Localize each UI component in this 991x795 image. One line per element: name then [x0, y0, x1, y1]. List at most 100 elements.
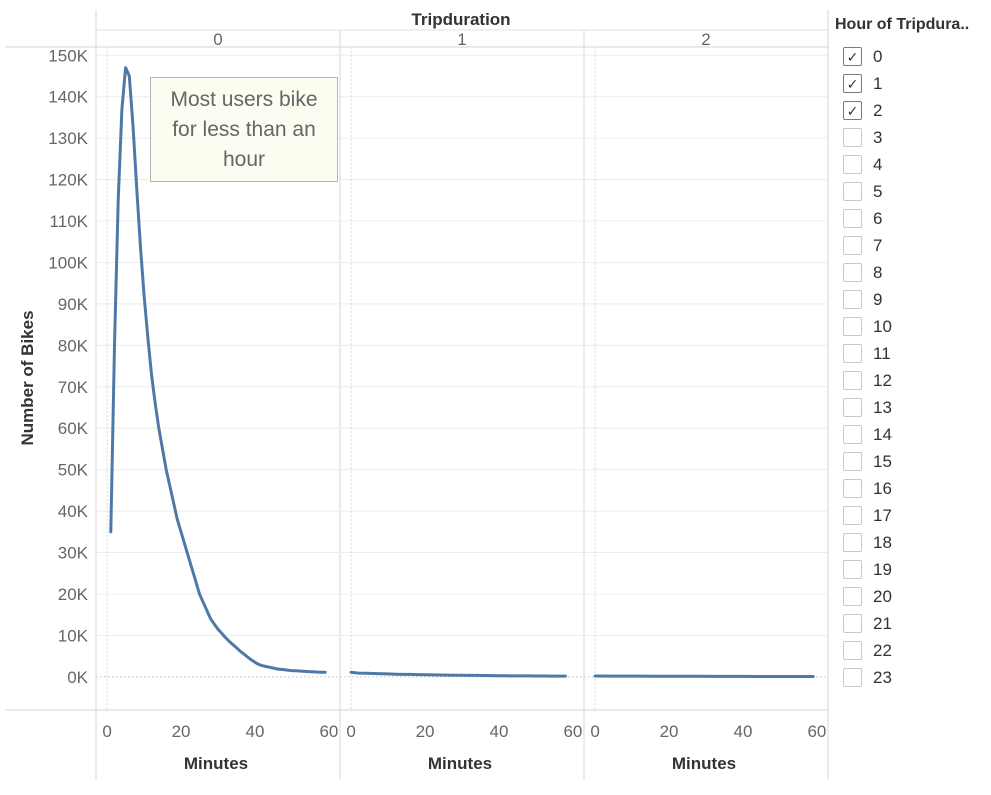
legend-item-22[interactable]: 22 — [843, 637, 892, 664]
legend-item-12[interactable]: 12 — [843, 367, 892, 394]
legend-item-label: 13 — [873, 397, 892, 417]
checkbox-unchecked-icon[interactable] — [843, 506, 862, 525]
checkbox-unchecked-icon[interactable] — [843, 641, 862, 660]
checkbox-unchecked-icon[interactable] — [843, 182, 862, 201]
checkbox-unchecked-icon[interactable] — [843, 560, 862, 579]
y-tick-label: 90K — [58, 295, 89, 314]
legend-item-14[interactable]: 14 — [843, 421, 892, 448]
legend-item-20[interactable]: 20 — [843, 583, 892, 610]
legend-item-label: 18 — [873, 532, 892, 552]
legend-item-17[interactable]: 17 — [843, 502, 892, 529]
column-header-title: Tripduration — [411, 10, 510, 29]
legend-item-label: 15 — [873, 451, 892, 471]
y-tick-label: 70K — [58, 378, 89, 397]
legend-item-label: 0 — [873, 46, 883, 66]
checkbox-unchecked-icon[interactable] — [843, 317, 862, 336]
legend-item-4[interactable]: 4 — [843, 151, 892, 178]
x-tick-label: 40 — [734, 722, 753, 741]
legend-item-label: 10 — [873, 316, 892, 336]
legend-item-2[interactable]: ✓ 2 — [843, 97, 892, 124]
x-tick-label: 40 — [246, 722, 265, 741]
legend-item-6[interactable]: 6 — [843, 205, 892, 232]
legend-item-7[interactable]: 7 — [843, 232, 892, 259]
legend-item-label: 14 — [873, 424, 892, 444]
x-tick-label: 0 — [346, 722, 355, 741]
legend-item-label: 22 — [873, 640, 892, 660]
legend-item-8[interactable]: 8 — [843, 259, 892, 286]
checkbox-unchecked-icon[interactable] — [843, 398, 862, 417]
series-line-panel-0 — [109, 66, 327, 674]
checkbox-unchecked-icon[interactable] — [843, 452, 862, 471]
legend-item-label: 23 — [873, 667, 892, 687]
checkbox-unchecked-icon[interactable] — [843, 236, 862, 255]
legend-item-13[interactable]: 13 — [843, 394, 892, 421]
legend-item-10[interactable]: 10 — [843, 313, 892, 340]
checkbox-checked-icon[interactable]: ✓ — [843, 74, 862, 93]
legend-item-15[interactable]: 15 — [843, 448, 892, 475]
y-tick-label: 0K — [67, 668, 88, 687]
x-tick-label: 40 — [490, 722, 509, 741]
checkbox-unchecked-icon[interactable] — [843, 290, 862, 309]
panel-header: 2 — [701, 30, 710, 49]
legend: Hour of Tripdura.. ✓ 0 ✓ 1 ✓ 2 3 4 5 6 7 8 9 10 11 12 13… — [835, 0, 991, 795]
x-tick-label: 20 — [172, 722, 191, 741]
annotation-box: Most users bike for less than an hour — [150, 77, 338, 182]
x-axis-label: Minutes — [184, 754, 248, 773]
checkbox-unchecked-icon[interactable] — [843, 128, 862, 147]
y-tick-label: 40K — [58, 502, 89, 521]
legend-item-label: 19 — [873, 559, 892, 579]
legend-item-label: 7 — [873, 235, 883, 255]
y-tick-label: 110K — [50, 212, 89, 231]
checkbox-checked-icon[interactable]: ✓ — [843, 47, 862, 66]
legend-item-21[interactable]: 21 — [843, 610, 892, 637]
legend-item-label: 20 — [873, 586, 892, 606]
checkbox-unchecked-icon[interactable] — [843, 614, 862, 633]
legend-item-16[interactable]: 16 — [843, 475, 892, 502]
legend-item-0[interactable]: ✓ 0 — [843, 43, 892, 70]
legend-item-23[interactable]: 23 — [843, 664, 892, 691]
checkbox-unchecked-icon[interactable] — [843, 479, 862, 498]
legend-item-3[interactable]: 3 — [843, 124, 892, 151]
legend-item-label: 17 — [873, 505, 892, 525]
y-tick-label: 80K — [58, 336, 89, 355]
legend-item-label: 3 — [873, 127, 883, 147]
column-headers: 0 1 2 — [213, 30, 710, 49]
x-axes: 0 20 40 60 Minutes 0 20 40 60 Minutes 0 20 40 60 Minut… — [102, 722, 826, 773]
checkbox-unchecked-icon[interactable] — [843, 371, 862, 390]
y-tick-label: 140K — [48, 88, 88, 107]
legend-item-18[interactable]: 18 — [843, 529, 892, 556]
checkbox-unchecked-icon[interactable] — [843, 344, 862, 363]
chart-frame — [5, 10, 829, 780]
checkbox-unchecked-icon[interactable] — [843, 209, 862, 228]
x-axis-label: Minutes — [672, 754, 736, 773]
legend-item-label: 12 — [873, 370, 892, 390]
checkbox-checked-icon[interactable]: ✓ — [843, 101, 862, 120]
legend-item-label: 8 — [873, 262, 883, 282]
y-tick-label: 100K — [48, 253, 88, 272]
legend-item-19[interactable]: 19 — [843, 556, 892, 583]
checkbox-unchecked-icon[interactable] — [843, 668, 862, 687]
series-line-panel-1 — [349, 670, 567, 678]
checkbox-unchecked-icon[interactable] — [843, 425, 862, 444]
series-lines — [109, 66, 815, 678]
x-tick-label: 0 — [102, 722, 111, 741]
y-tick-label: 30K — [58, 544, 89, 563]
x-tick-label: 60 — [807, 722, 826, 741]
checkbox-unchecked-icon[interactable] — [843, 155, 862, 174]
checkbox-unchecked-icon[interactable] — [843, 263, 862, 282]
legend-item-label: 21 — [873, 613, 892, 633]
legend-item-label: 1 — [873, 73, 883, 93]
legend-item-label: 2 — [873, 100, 883, 120]
checkbox-unchecked-icon[interactable] — [843, 587, 862, 606]
grid-lines — [96, 47, 828, 710]
trip-duration-chart: 0K10K20K30K40K50K60K70K80K90K100K110K120… — [5, 10, 829, 780]
legend-item-1[interactable]: ✓ 1 — [843, 70, 892, 97]
legend-item-label: 6 — [873, 208, 883, 228]
y-tick-label: 130K — [48, 129, 88, 148]
y-tick-label: 50K — [58, 461, 89, 480]
legend-item-9[interactable]: 9 — [843, 286, 892, 313]
series-line-panel-2 — [593, 674, 815, 678]
legend-item-5[interactable]: 5 — [843, 178, 892, 205]
legend-item-11[interactable]: 11 — [843, 340, 892, 367]
checkbox-unchecked-icon[interactable] — [843, 533, 862, 552]
